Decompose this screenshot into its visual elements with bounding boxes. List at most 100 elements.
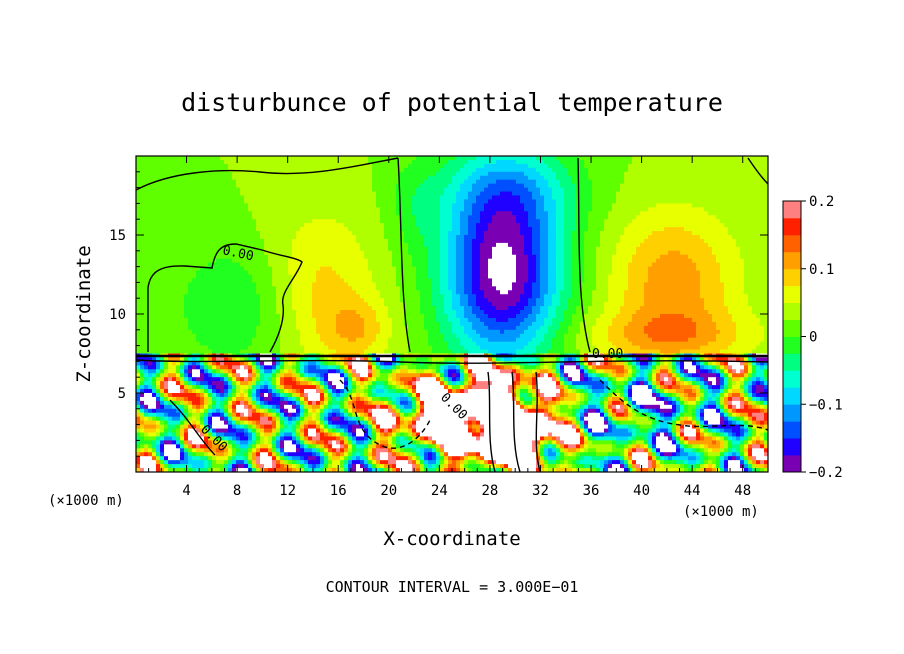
heatmap-cell [436,227,441,232]
heatmap-cell [648,188,653,193]
heatmap-cell [428,176,433,181]
heatmap-cell [140,271,145,276]
heatmap-cell [492,176,497,181]
heatmap-cell [372,235,377,240]
heatmap-cell [404,168,409,173]
heatmap-cell [440,168,445,173]
heatmap-cell [324,164,329,169]
heatmap-cell [544,255,549,260]
heatmap-cell [332,267,337,272]
heatmap-cell [608,207,613,212]
heatmap-cell [176,156,181,161]
heatmap-cell [244,271,249,276]
heatmap-cell [544,199,549,204]
heatmap-cell [368,156,373,161]
heatmap-cell [228,192,233,197]
heatmap-cell [496,231,501,236]
heatmap-cell [240,278,245,283]
heatmap-cell [704,231,709,236]
heatmap-cell [516,176,521,181]
heatmap-cell [736,176,741,181]
heatmap-cell [196,211,201,216]
heatmap-cell [392,271,397,276]
heatmap-cell [204,192,209,197]
heatmap-cell [144,271,149,276]
heatmap-cell [224,160,229,165]
heatmap-cell [704,239,709,244]
heatmap-cell [760,219,765,224]
heatmap-cell [688,275,693,280]
heatmap-cell [432,192,437,197]
heatmap-cell [396,251,401,256]
heatmap-cell [636,168,641,173]
heatmap-cell [660,275,665,280]
heatmap-cell [676,263,681,268]
heatmap-cell [640,192,645,197]
heatmap-cell [716,255,721,260]
heatmap-cell [172,243,177,248]
heatmap-cell [208,184,213,189]
heatmap-cell [556,271,561,276]
heatmap-cell [356,231,361,236]
heatmap-cell [228,164,233,169]
heatmap-cell [384,180,389,185]
heatmap-cell [696,180,701,185]
heatmap-cell [540,196,545,201]
heatmap-cell [676,160,681,165]
heatmap-cell [536,267,541,272]
heatmap-cell [668,172,673,177]
heatmap-cell [492,199,497,204]
heatmap-cell [456,243,461,248]
heatmap-cell [484,239,489,244]
heatmap-cell [700,196,705,201]
heatmap-cell [492,251,497,256]
heatmap-cell [492,219,497,224]
heatmap-cell [524,199,529,204]
heatmap-cell [184,267,189,272]
heatmap-cell [188,267,193,272]
heatmap-cell [620,223,625,228]
heatmap-cell [568,168,573,173]
heatmap-cell [488,267,493,272]
heatmap-cell [484,211,489,216]
heatmap-cell [756,251,761,256]
heatmap-cell [276,188,281,193]
heatmap-cell [500,184,505,189]
heatmap-cell [556,267,561,272]
heatmap-cell [504,164,509,169]
heatmap-cell [400,172,405,177]
heatmap-cell [572,263,577,268]
heatmap-cell [740,243,745,248]
heatmap-cell [484,219,489,224]
heatmap-cell [196,196,201,201]
heatmap-cell [196,231,201,236]
heatmap-cell [328,251,333,256]
heatmap-cell [548,259,553,264]
heatmap-cell [500,255,505,260]
heatmap-cell [520,278,525,283]
heatmap-cell [400,180,405,185]
heatmap-cell [460,192,465,197]
heatmap-cell [176,251,181,256]
heatmap-cell [628,164,633,169]
heatmap-cell [612,196,617,201]
heatmap-cell [600,275,605,280]
heatmap-cell [440,203,445,208]
heatmap-cell [280,239,285,244]
heatmap-cell [436,235,441,240]
heatmap-cell [440,278,445,283]
heatmap-cell [188,180,193,185]
heatmap-cell [716,199,721,204]
heatmap-cell [612,176,617,181]
heatmap-cell [700,247,705,252]
heatmap-cell [408,219,413,224]
heatmap-cell [744,203,749,208]
heatmap-cell [652,156,657,161]
heatmap-cell [504,156,509,161]
heatmap-cell [180,188,185,193]
heatmap-cell [208,243,213,248]
heatmap-cell [616,180,621,185]
heatmap-cell [620,156,625,161]
heatmap-cell [424,231,429,236]
heatmap-cell [696,235,701,240]
